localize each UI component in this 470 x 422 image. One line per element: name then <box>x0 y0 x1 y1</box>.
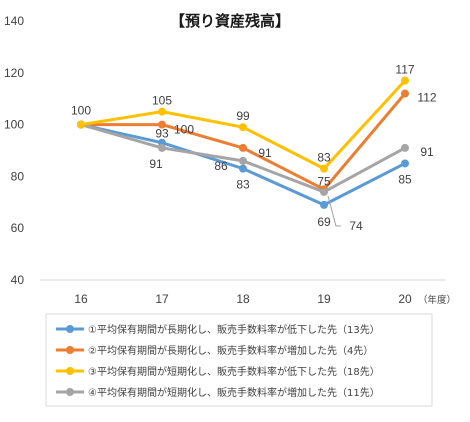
data-point <box>158 107 166 116</box>
y-tick-label: 40 <box>11 273 25 287</box>
data-point <box>239 123 247 132</box>
data-label: 91 <box>149 157 163 171</box>
y-tick-label: 140 <box>4 14 24 28</box>
data-label: 91 <box>420 145 434 159</box>
x-tick-label: 20 <box>398 292 412 306</box>
data-labels: 93 83 69 85 100 91 75 112 100 105 99 83 117 91 86 74 91 <box>71 63 437 233</box>
y-tick-label: 60 <box>11 221 25 235</box>
data-point <box>320 164 328 173</box>
data-point <box>401 143 409 152</box>
x-unit-label: （年度） <box>418 294 456 306</box>
x-tick-label: 19 <box>317 292 331 306</box>
data-label: 85 <box>398 172 412 186</box>
legend-swatch-marker <box>66 325 74 333</box>
legend-swatch-marker <box>66 367 74 375</box>
data-label: 69 <box>317 215 331 229</box>
label-leader-line <box>327 195 341 227</box>
legend: ①平均保有期間が長期化し、販売手数料率が低下した先（13先） ②平均保有期間が長期… <box>56 323 380 399</box>
data-point <box>239 143 247 152</box>
data-label: 105 <box>152 94 172 108</box>
legend-label: ①平均保有期間が長期化し、販売手数料率が低下した先（13先） <box>88 323 380 336</box>
data-label: 74 <box>349 219 363 233</box>
data-point <box>320 187 328 196</box>
data-point <box>320 200 328 209</box>
legend-box <box>45 313 433 407</box>
legend-swatch-marker <box>66 346 74 354</box>
data-label: 86 <box>214 159 228 173</box>
y-tick-label: 100 <box>4 118 24 132</box>
data-label: 91 <box>258 146 272 160</box>
data-point <box>158 143 166 152</box>
y-tick-label: 120 <box>4 66 24 80</box>
x-tick-label: 17 <box>155 292 169 306</box>
axes: 40 60 80 100 120 140 16 17 18 19 20 <box>4 14 446 306</box>
data-label: 75 <box>317 174 331 188</box>
data-point <box>401 89 409 98</box>
data-label: 100 <box>71 104 91 118</box>
data-label: 83 <box>317 151 331 165</box>
legend-label: ②平均保有期間が長期化し、販売手数料率が増加した先（4先） <box>88 344 373 357</box>
y-tick-label: 80 <box>11 169 25 183</box>
data-label: 100 <box>174 123 194 137</box>
data-label: 112 <box>417 91 436 105</box>
data-point <box>239 164 247 173</box>
data-label: 83 <box>236 178 250 192</box>
x-tick-label: 16 <box>74 292 88 306</box>
legend-swatch-marker <box>66 388 74 396</box>
data-point <box>77 120 85 129</box>
legend-label: ④平均保有期間が短期化し、販売手数料率が増加した先（11先） <box>88 386 380 399</box>
data-label: 117 <box>395 63 414 77</box>
data-point <box>158 120 166 129</box>
data-point <box>239 156 247 165</box>
legend-label: ③平均保有期間が短期化し、販売手数料率が低下した先（18先） <box>88 365 380 378</box>
data-point <box>401 76 409 85</box>
data-point <box>401 159 409 168</box>
x-tick-label: 18 <box>236 292 250 306</box>
series-lines <box>77 76 409 209</box>
data-label: 93 <box>155 127 169 141</box>
chart-title: 【預り資産残高】 <box>170 12 290 30</box>
data-label: 99 <box>236 109 250 123</box>
